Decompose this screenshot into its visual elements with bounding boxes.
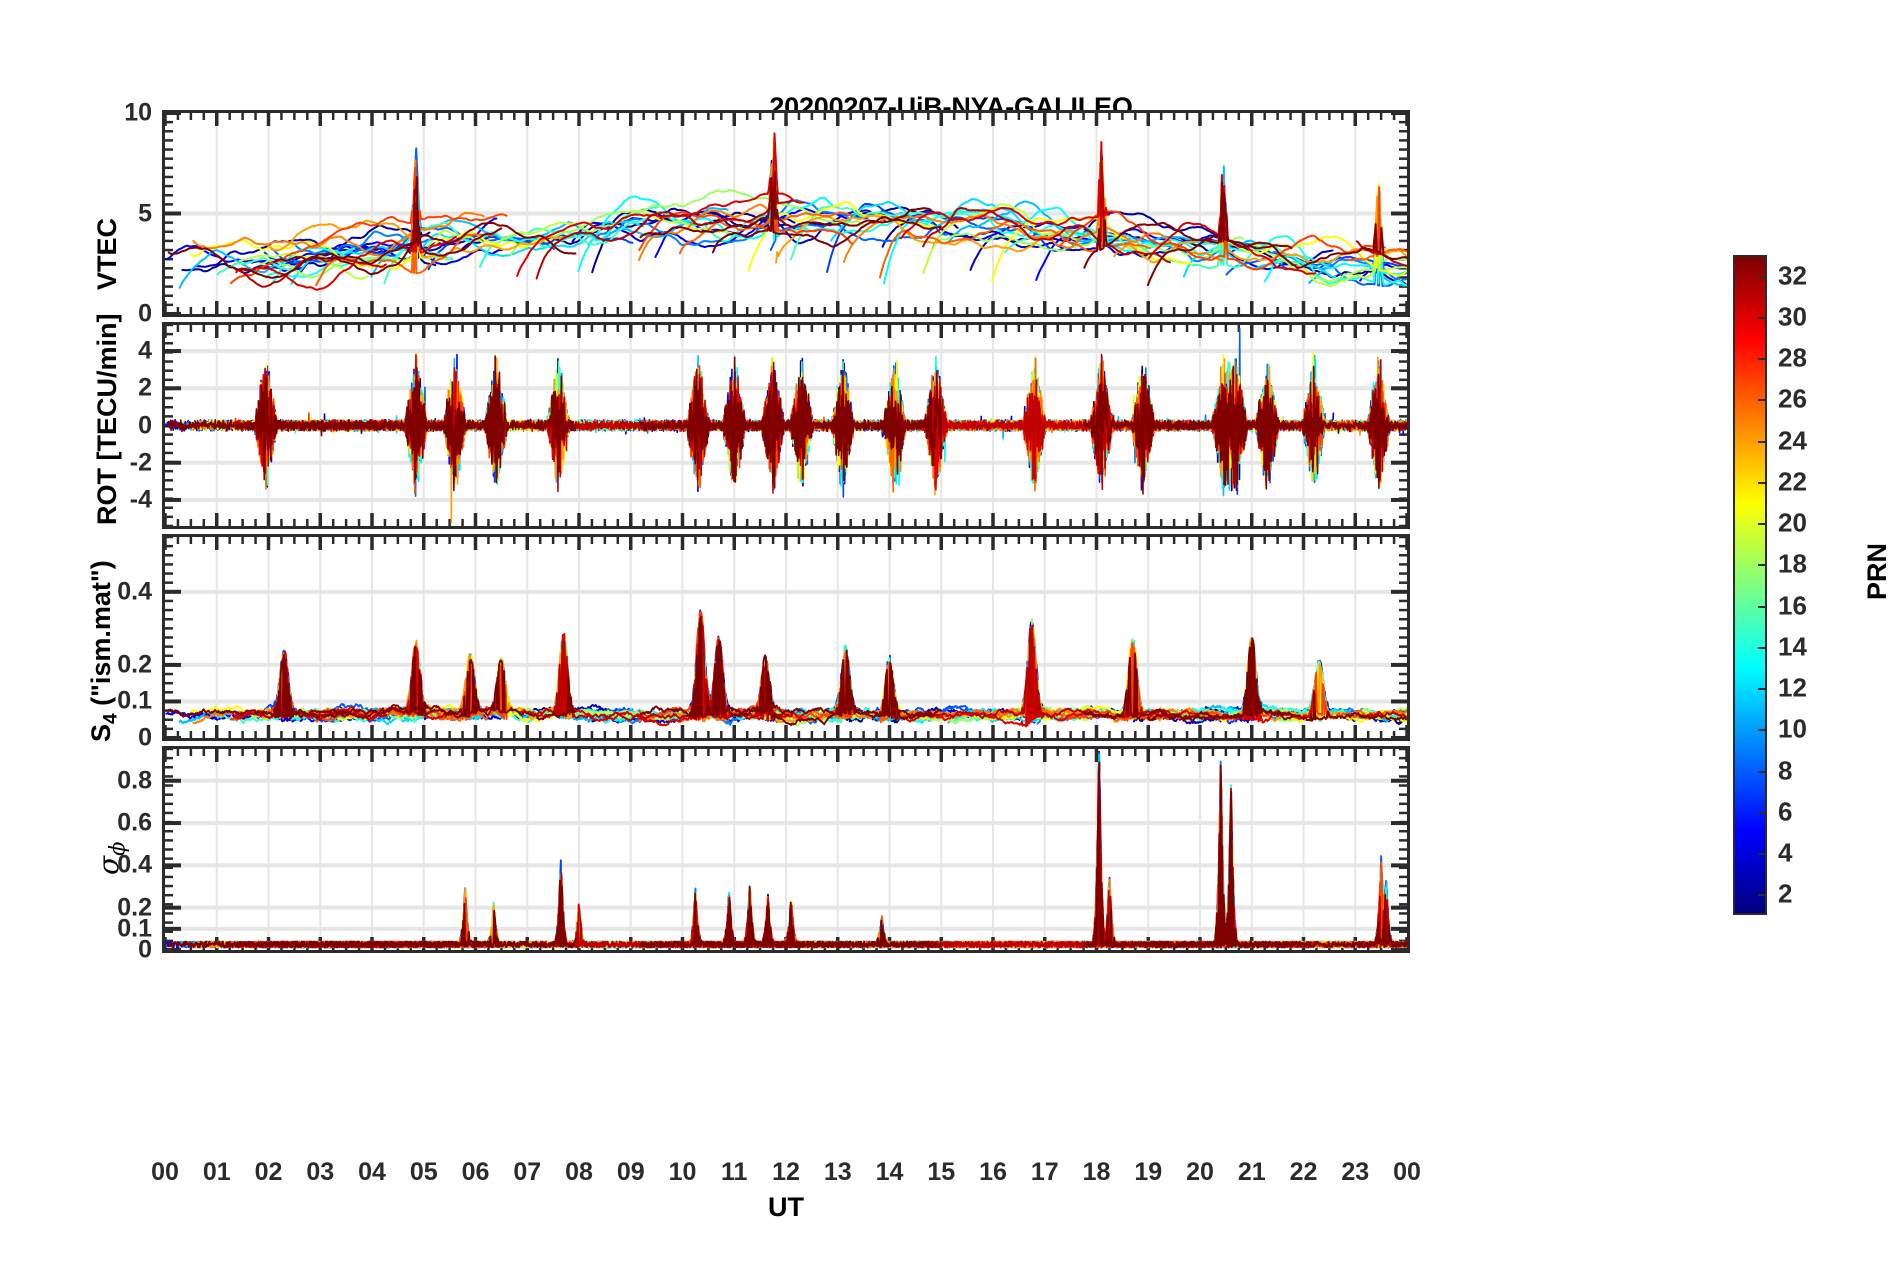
xtick-6: 06	[461, 1158, 490, 1186]
xtick-7: 07	[513, 1158, 542, 1186]
ytick-rot--4: -4	[129, 485, 152, 514]
panel-s4-plot	[165, 537, 1407, 738]
colorbar-tick-18: 18	[1778, 548, 1807, 579]
ytick-vtec-0: 0	[138, 299, 152, 328]
ytick-s4-0.2: 0.2	[117, 650, 152, 679]
xtick-22: 22	[1289, 1158, 1318, 1186]
ytick-s4-0.1: 0.1	[117, 686, 152, 715]
colorbar	[1733, 255, 1767, 915]
x-axis-label: UT	[768, 1192, 804, 1222]
colorbar-tick-20: 20	[1778, 507, 1807, 538]
xtick-13: 13	[823, 1158, 852, 1186]
colorbar-tick-6: 6	[1778, 796, 1793, 827]
ytick-sigma-phi-0.1: 0.1	[117, 914, 152, 943]
panel-sigma-phi	[162, 746, 1410, 953]
xtick-16: 16	[979, 1158, 1007, 1186]
xtick-2: 02	[254, 1158, 283, 1186]
colorbar-tick-8: 8	[1778, 755, 1793, 786]
ytick-rot--2: -2	[129, 448, 152, 477]
colorbar-tick-2: 2	[1778, 878, 1793, 909]
colorbar-tick-mark	[1758, 440, 1767, 443]
colorbar-tick-mark	[1758, 523, 1767, 526]
xtick-10: 10	[668, 1158, 697, 1186]
colorbar-title: PRN	[1862, 542, 1892, 600]
colorbar-tick-16: 16	[1778, 590, 1807, 621]
colorbar-tick-mark	[1758, 853, 1767, 856]
colorbar-tick-mark	[1758, 275, 1767, 278]
colorbar-tick-marks	[1758, 255, 1767, 915]
colorbar-tick-30: 30	[1778, 301, 1807, 332]
ytick-vtec-10: 10	[124, 98, 152, 127]
ytick-sigma-phi-0.8: 0.8	[117, 766, 152, 795]
colorbar-tick-mark	[1758, 811, 1767, 814]
panel-rot	[162, 322, 1410, 529]
colorbar-tick-32: 32	[1778, 260, 1807, 291]
colorbar-tick-mark	[1758, 894, 1767, 897]
xtick-14: 14	[875, 1158, 904, 1186]
ytick-s4-0.4: 0.4	[117, 577, 152, 606]
ytick-rot-2: 2	[138, 373, 152, 402]
panel-vtec-plot	[165, 113, 1407, 314]
xtick-4: 04	[358, 1158, 386, 1186]
ytick-sigma-phi-0.4: 0.4	[117, 850, 152, 879]
colorbar-tick-24: 24	[1778, 425, 1807, 456]
xtick-15: 15	[927, 1158, 956, 1186]
xtick-24: 00	[1393, 1158, 1421, 1186]
ytick-sigma-phi-0: 0	[138, 935, 152, 964]
colorbar-tick-4: 4	[1778, 837, 1793, 868]
ytick-s4-0: 0	[138, 723, 152, 752]
colorbar-tick-28: 28	[1778, 342, 1807, 373]
ytick-rot-0: 0	[138, 411, 152, 439]
panel-sigma-phi-plot	[165, 749, 1407, 950]
xtick-12: 12	[772, 1158, 800, 1186]
colorbar-tick-mark	[1758, 481, 1767, 484]
colorbar-tick-mark	[1758, 399, 1767, 402]
ytick-vtec-5: 5	[138, 199, 152, 227]
colorbar-tick-12: 12	[1778, 672, 1807, 703]
colorbar-tick-14: 14	[1778, 631, 1807, 662]
xtick-5: 05	[409, 1158, 438, 1186]
colorbar-tick-mark	[1758, 688, 1767, 691]
panel-s4	[162, 534, 1410, 741]
colorbar-tick-mark	[1758, 646, 1767, 649]
colorbar-tick-22: 22	[1778, 466, 1807, 497]
colorbar-tick-mark	[1758, 564, 1767, 567]
colorbar-tick-26: 26	[1778, 383, 1807, 414]
colorbar-tick-mark	[1758, 729, 1767, 732]
xtick-3: 03	[306, 1158, 335, 1186]
xtick-23: 23	[1341, 1158, 1370, 1186]
panel-rot-plot	[165, 325, 1407, 526]
xtick-8: 08	[565, 1158, 593, 1186]
colorbar-tick-10: 10	[1778, 713, 1807, 744]
xtick-21: 21	[1237, 1158, 1266, 1186]
xtick-1: 01	[202, 1158, 231, 1186]
xtick-11: 11	[721, 1158, 748, 1186]
panel-vtec-ylabel: VTEC	[92, 217, 122, 290]
xtick-19: 19	[1134, 1158, 1163, 1186]
xtick-17: 17	[1030, 1158, 1059, 1186]
xtick-0: 00	[151, 1158, 179, 1186]
ytick-sigma-phi-0.6: 0.6	[117, 808, 152, 837]
colorbar-tick-mark	[1758, 358, 1767, 361]
xtick-18: 18	[1082, 1158, 1111, 1186]
colorbar-tick-mark	[1758, 316, 1767, 319]
ytick-sigma-phi-0.2: 0.2	[117, 893, 152, 922]
colorbar-tick-mark	[1758, 770, 1767, 773]
colorbar-tick-mark	[1758, 605, 1767, 608]
panel-vtec	[162, 110, 1410, 317]
ytick-rot-4: 4	[138, 336, 152, 365]
xtick-9: 09	[616, 1158, 645, 1186]
xtick-20: 20	[1186, 1158, 1214, 1186]
